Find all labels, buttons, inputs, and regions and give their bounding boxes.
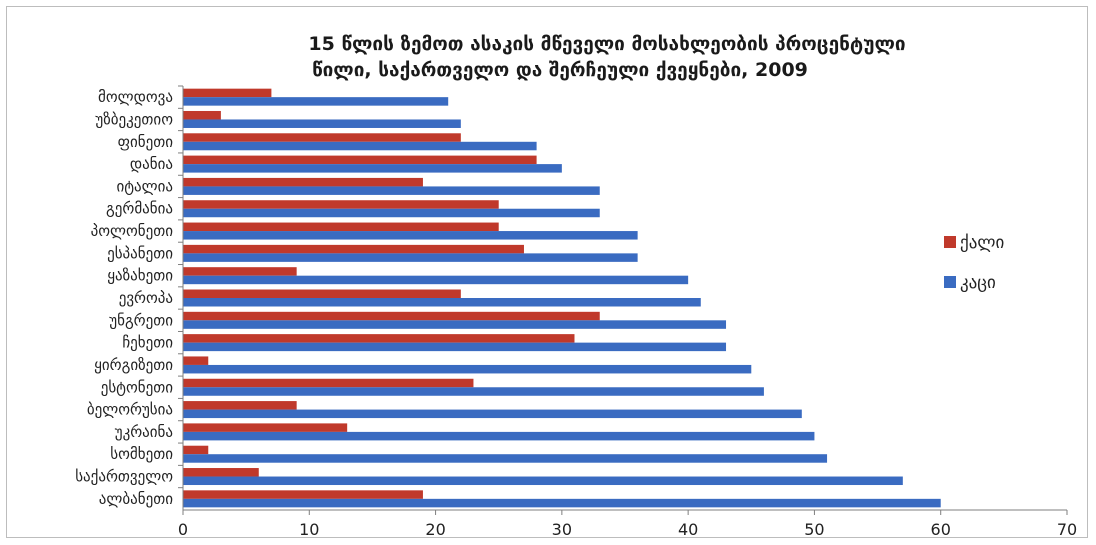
bar-female (183, 155, 537, 165)
category-label: იტალია (116, 177, 173, 195)
bar-male (183, 454, 828, 463)
bar-female (183, 200, 499, 209)
bar-male (183, 164, 562, 173)
bar-female (183, 289, 461, 298)
legend-label-male: კაცი (960, 273, 996, 293)
bar-female (183, 445, 209, 455)
bar-female (183, 177, 423, 187)
category-label: საქართველო (75, 468, 173, 486)
bar-female (183, 334, 575, 343)
category-label: ყირგიზეთი (94, 356, 173, 374)
bar-female (183, 423, 348, 432)
category-label: პოლონეთი (91, 222, 174, 240)
category-label: ალბანეთი (99, 490, 173, 508)
bar-male (183, 275, 689, 285)
category-label: გერმანია (106, 200, 173, 218)
bar-male (183, 253, 638, 262)
category-label: ჩეხეთი (122, 334, 173, 352)
chart-title-line-2: წილი, საქართველო და შერჩეული ქვეყნები, 2… (312, 59, 808, 81)
bar-male (183, 387, 764, 396)
category-label: უნგრეთი (109, 311, 173, 329)
legend-swatch-female (944, 236, 956, 248)
category-labels: მოლდოვა უზბეკეთიო ფინეთი დანია იტალია გერმანი… (75, 88, 173, 508)
bar-male (183, 119, 461, 128)
category-label: ევროპა (119, 289, 173, 307)
bar-male (183, 364, 752, 374)
category-label: დანია (130, 155, 173, 173)
category-label: უზბეკეთიო (95, 110, 173, 128)
bar-male (183, 320, 727, 329)
x-tick-label: 30 (552, 520, 572, 539)
x-tick-labels: 0 10 20 30 40 50 60 70 (178, 520, 1077, 539)
x-tick-label: 40 (678, 520, 698, 539)
bar-male (183, 476, 903, 486)
x-tick-label: 50 (804, 520, 824, 539)
bar-female (183, 401, 297, 410)
category-label: უკრაინა (115, 423, 173, 441)
bar-male (183, 298, 701, 307)
category-label: ესტონეთი (101, 378, 174, 396)
bars (183, 88, 941, 508)
x-tick-label: 0 (178, 520, 188, 539)
bar-female (183, 267, 297, 276)
bar-female (183, 356, 209, 365)
x-tick-label: 10 (299, 520, 319, 539)
bar-male (183, 431, 815, 441)
category-label: ფინეთი (118, 133, 174, 151)
legend-label-female: ქალი (960, 233, 1004, 253)
bar-male (183, 186, 600, 195)
bar-female (183, 222, 499, 232)
bar-male (183, 342, 727, 352)
category-label: ესპანეთი (107, 244, 173, 262)
bar-male (183, 409, 802, 419)
legend-swatch-male (944, 276, 956, 288)
bar-male (183, 231, 638, 240)
category-label: მოლდოვა (98, 88, 173, 106)
chart-title-line-1: 15 წლის ზემოთ ასაკის მწეველი მოსახლეობის… (308, 33, 905, 55)
category-label: ყაზახეთი (107, 267, 173, 285)
x-tick-label: 60 (931, 520, 951, 539)
bar-female (183, 311, 600, 321)
axes (178, 85, 1068, 515)
x-tick-label: 70 (1057, 520, 1077, 539)
legend: ქალი კაცი (944, 233, 1004, 293)
bar-female (183, 133, 461, 142)
bar-male (183, 141, 537, 151)
bar-male (183, 498, 941, 508)
bar-female (183, 468, 259, 477)
x-tick-label: 20 (425, 520, 445, 539)
bar-female (183, 110, 221, 120)
category-label: სომხეთი (110, 445, 173, 463)
bar-female (183, 88, 272, 98)
bar-female (183, 378, 474, 388)
bar-female (183, 244, 524, 254)
bar-male (183, 208, 600, 218)
bar-female (183, 490, 423, 499)
bar-male (183, 97, 449, 106)
category-label: ბელორუსია (87, 401, 173, 419)
